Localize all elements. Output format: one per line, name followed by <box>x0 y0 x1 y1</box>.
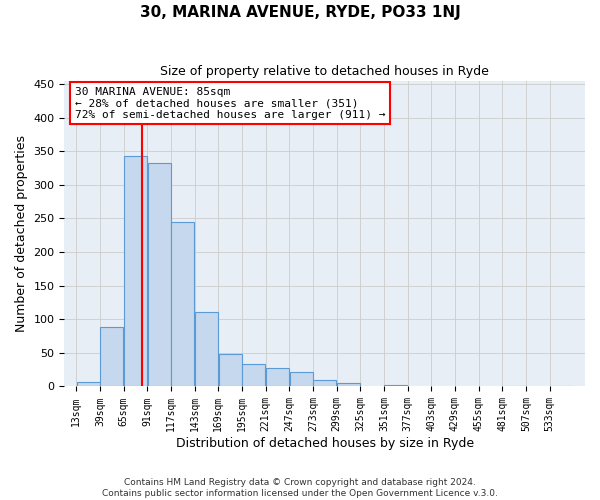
Bar <box>124 156 147 386</box>
Bar <box>384 385 407 386</box>
Bar <box>148 162 170 386</box>
Bar <box>290 372 313 386</box>
Bar <box>100 326 123 386</box>
Bar <box>337 383 360 386</box>
Text: Contains HM Land Registry data © Crown copyright and database right 2024.
Contai: Contains HM Land Registry data © Crown c… <box>102 478 498 498</box>
Bar <box>242 364 265 386</box>
Y-axis label: Number of detached properties: Number of detached properties <box>15 135 28 332</box>
Bar <box>266 368 289 386</box>
Text: 30, MARINA AVENUE, RYDE, PO33 1NJ: 30, MARINA AVENUE, RYDE, PO33 1NJ <box>140 5 460 20</box>
Bar <box>195 312 218 386</box>
Bar <box>171 222 194 386</box>
Title: Size of property relative to detached houses in Ryde: Size of property relative to detached ho… <box>160 65 489 78</box>
Bar <box>313 380 336 386</box>
Text: 30 MARINA AVENUE: 85sqm
← 28% of detached houses are smaller (351)
72% of semi-d: 30 MARINA AVENUE: 85sqm ← 28% of detache… <box>75 86 385 120</box>
Bar <box>77 382 100 386</box>
Bar <box>218 354 242 386</box>
X-axis label: Distribution of detached houses by size in Ryde: Distribution of detached houses by size … <box>176 437 474 450</box>
